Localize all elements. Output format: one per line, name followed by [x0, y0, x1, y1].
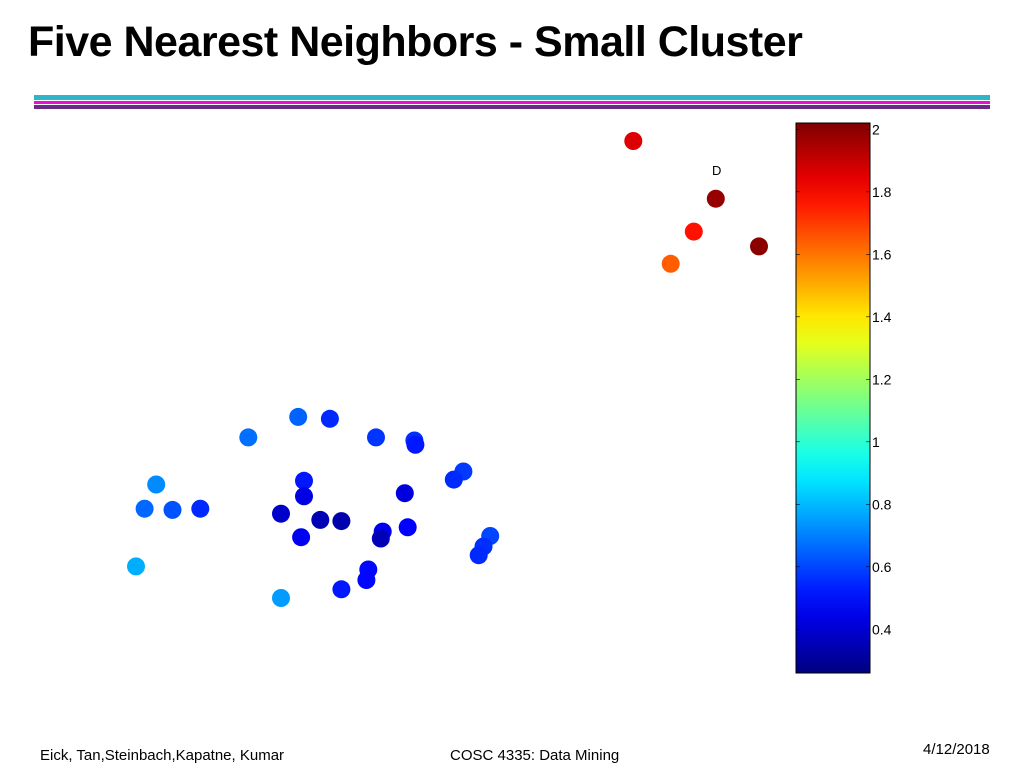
- scatter-point-17: [135, 499, 154, 518]
- annotation-label-0: D: [712, 163, 721, 178]
- scatter-points: [127, 132, 768, 607]
- scatter-point-12: [444, 470, 463, 489]
- scatter-point-14: [147, 475, 166, 494]
- title-rule-magenta: [34, 101, 990, 104]
- scatter-point-4: [661, 254, 680, 273]
- scatter-point-21: [311, 510, 330, 529]
- scatter-point-34: [272, 589, 290, 607]
- scatter-point-30: [127, 557, 145, 576]
- scatter-point-33: [332, 580, 351, 599]
- colorbar-tick-label-8: 2: [872, 121, 880, 137]
- scatter-point-1: [706, 189, 725, 208]
- scatter-point-20: [272, 504, 290, 523]
- scatter-point-15: [395, 484, 414, 503]
- colorbar-tick-label-0: 0.4: [872, 621, 892, 637]
- footer-date: 4/12/2018: [923, 741, 990, 758]
- scatter-point-2: [684, 222, 703, 241]
- scatter-point-18: [163, 500, 182, 519]
- scatter-point-26: [292, 528, 311, 547]
- footer-authors: Eick, Tan,Steinbach,Kapatne, Kumar: [40, 747, 285, 764]
- colorbar: 0.4 0.6 0.8 1 1.2 1.4 1.6 1.8 2: [795, 121, 892, 674]
- annotations: D: [712, 163, 721, 178]
- footer-course: COSC 4335: Data Mining: [450, 747, 620, 764]
- scatter-point-29: [469, 546, 488, 565]
- colorbar-bar: [795, 122, 871, 674]
- colorbar-tick-label-3: 1: [872, 434, 880, 450]
- title-rule-purple: [34, 105, 990, 109]
- scatter-chart: D 0.4 0.6 0.8 1 1.2 1.4 1.6 1.8 2: [127, 121, 892, 674]
- scatter-point-23: [398, 518, 417, 537]
- colorbar-tick-label-7: 1.8: [872, 184, 892, 200]
- colorbar-tick-label-4: 1.2: [872, 371, 892, 387]
- scatter-point-3: [750, 237, 768, 256]
- colorbar-tick-label-1: 0.6: [872, 559, 892, 575]
- scatter-point-13: [295, 471, 313, 490]
- scatter-point-6: [320, 409, 339, 428]
- colorbar-tick-label-6: 1.6: [872, 246, 892, 262]
- scatter-point-5: [289, 407, 308, 426]
- scatter-point-0: [624, 132, 643, 150]
- scatter-point-25: [371, 529, 390, 548]
- scatter-point-7: [239, 428, 258, 447]
- scatter-point-10: [406, 435, 425, 454]
- scatter-point-22: [332, 512, 351, 531]
- scatter-point-32: [357, 571, 376, 589]
- scatter-point-8: [367, 428, 385, 447]
- colorbar-tick-label-2: 0.8: [872, 496, 892, 512]
- colorbar-tick-label-5: 1.4: [872, 309, 892, 325]
- title-rule-teal: [34, 95, 990, 100]
- scatter-point-19: [191, 499, 210, 518]
- slide-title: Five Nearest Neighbors - Small Cluster: [28, 18, 803, 66]
- scatter-point-16: [295, 487, 313, 506]
